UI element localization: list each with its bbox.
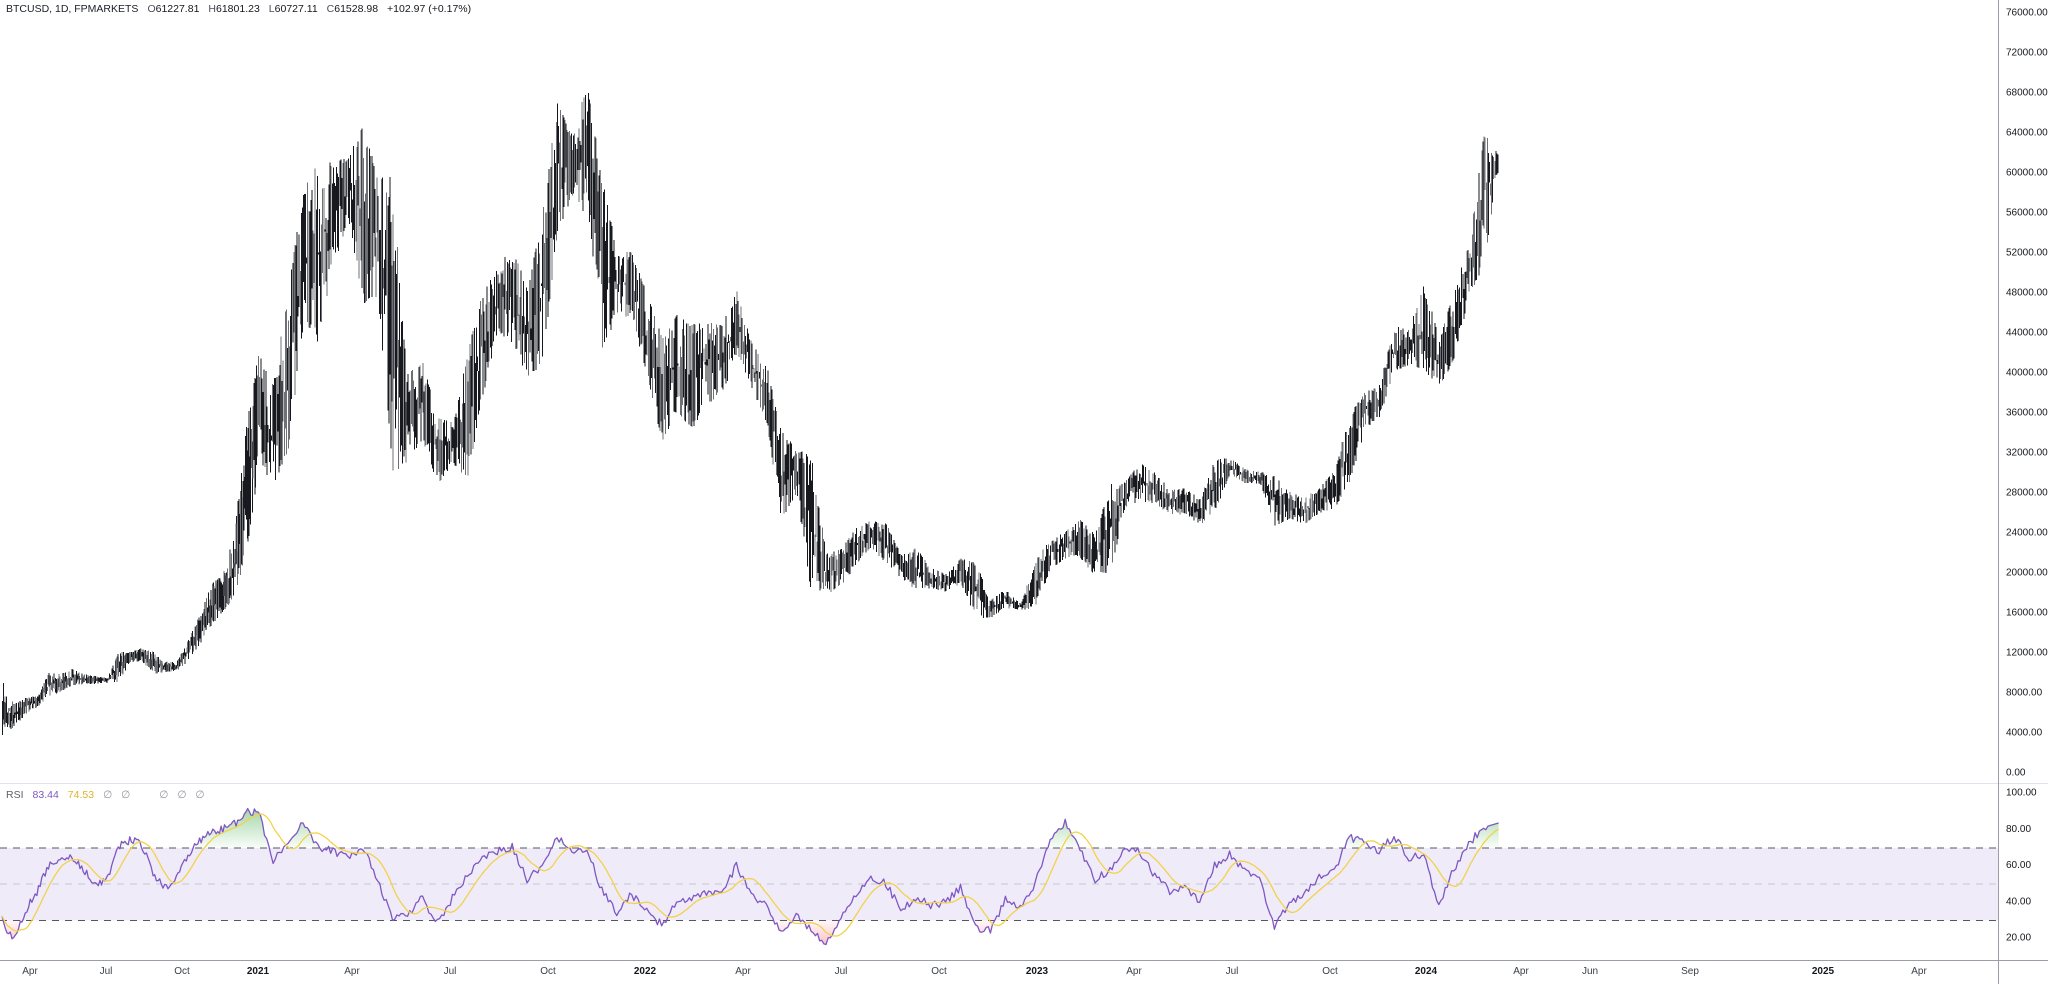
close-label: C (326, 3, 335, 15)
rsi-overbought-fills (118, 808, 1499, 848)
rsi-pane[interactable] (0, 807, 1998, 946)
time-axis-label: Oct (1322, 966, 1338, 977)
time-axis-label: Jul (1226, 966, 1239, 977)
time-axis-label: Jun (1582, 966, 1598, 977)
price-axis-label: 4000.00 (2006, 728, 2043, 739)
price-axis-label: 60000.00 (2006, 168, 2048, 179)
symbol-title[interactable]: BTCUSD, 1D, FPMARKETS (6, 3, 139, 15)
close-value: 61528.98 (334, 3, 379, 15)
rsi-axis-label: 100.00 (2006, 788, 2037, 799)
time-axis-label: Apr (22, 966, 38, 977)
rsi-ma-value: 74.53 (67, 789, 95, 801)
rsi-ma-line (1, 813, 1499, 937)
price-axis-label: 12000.00 (2006, 648, 2048, 659)
rsi-line (1, 807, 1499, 946)
time-axis-label: Sep (1681, 966, 1699, 977)
rsi-legend[interactable]: RSI 83.44 74.53 ∅ ∅ ∅ ∅ ∅ (6, 789, 208, 802)
rsi-indicator-title[interactable]: RSI (6, 789, 24, 801)
symbol-legend[interactable]: BTCUSD, 1D, FPMARKETS O61227.81 H61801.23 L… (6, 3, 471, 16)
price-axis-labels: 76000.00 72000.00 68000.00 64000.00 60000.00… (2006, 8, 2048, 779)
price-axis-label: 36000.00 (2006, 408, 2048, 419)
price-axis-label: 44000.00 (2006, 328, 2048, 339)
time-axis-labels: Apr Jul Oct 2021 Apr Jul Oct 2022 Apr Jul Oct 2023 A… (22, 966, 1927, 977)
price-axis[interactable] (1999, 0, 2048, 960)
rsi-empty-values: ∅ ∅ (103, 789, 134, 801)
rsi-axis-label: 60.00 (2006, 860, 2031, 871)
price-axis-label: 56000.00 (2006, 208, 2048, 219)
price-axis-label: 72000.00 (2006, 48, 2048, 59)
price-axis-label: 20000.00 (2006, 568, 2048, 579)
price-axis-label: 52000.00 (2006, 248, 2048, 259)
price-axis-label: 8000.00 (2006, 688, 2043, 699)
low-value: 60727.11 (274, 3, 318, 15)
time-axis-label: Jul (835, 966, 848, 977)
price-axis-label: 16000.00 (2006, 608, 2048, 619)
time-axis[interactable] (0, 961, 2048, 984)
low-label: L (268, 3, 275, 15)
rsi-current-value: 83.44 (32, 789, 59, 801)
high-label: H (208, 3, 216, 15)
price-axis-label: 68000.00 (2006, 88, 2048, 99)
time-axis-label: 2021 (247, 966, 270, 977)
rsi-axis-label: 80.00 (2006, 824, 2031, 835)
time-axis-label: 2022 (634, 966, 657, 977)
time-axis-label: Oct (931, 966, 947, 977)
price-axis-label: 0.00 (2006, 768, 2026, 779)
open-label: O (147, 3, 156, 15)
time-axis-label: Apr (1911, 966, 1927, 977)
time-axis-label: 2025 (1812, 966, 1835, 977)
open-value: 61227.81 (155, 3, 200, 15)
time-axis-label: Jul (100, 966, 113, 977)
price-axis-label: 76000.00 (2006, 8, 2048, 19)
candles-dark (2, 93, 1499, 735)
price-axis-label: 64000.00 (2006, 128, 2048, 139)
change-percent: (+0.17%) (428, 3, 472, 15)
price-axis-label: 32000.00 (2006, 448, 2048, 459)
time-axis-label: Apr (1513, 966, 1529, 977)
price-axis-label: 24000.00 (2006, 528, 2048, 539)
time-axis-label: 2023 (1026, 966, 1049, 977)
rsi-empty-values-2: ∅ ∅ ∅ (159, 789, 208, 801)
rsi-axis-label: 40.00 (2006, 896, 2031, 907)
rsi-axis-labels: 100.00 80.00 60.00 40.00 20.00 (2006, 788, 2037, 944)
time-axis-label: Jul (444, 966, 457, 977)
rsi-oversold-fills (3, 919, 1278, 945)
time-axis-label: Oct (540, 966, 556, 977)
time-axis-label: Apr (344, 966, 360, 977)
price-axis-label: 48000.00 (2006, 288, 2048, 299)
time-axis-label: Apr (1126, 966, 1142, 977)
time-axis-label: 2024 (1415, 966, 1438, 977)
time-axis-label: Apr (735, 966, 751, 977)
time-axis-label: Oct (174, 966, 190, 977)
candles-light (4, 97, 1496, 729)
change-value: +102.97 (387, 3, 426, 15)
price-axis-label: 28000.00 (2006, 488, 2048, 499)
rsi-axis-label: 20.00 (2006, 933, 2031, 944)
price-axis-label: 40000.00 (2006, 368, 2048, 379)
high-value: 61801.23 (216, 3, 260, 15)
main-pane[interactable] (2, 93, 1499, 735)
